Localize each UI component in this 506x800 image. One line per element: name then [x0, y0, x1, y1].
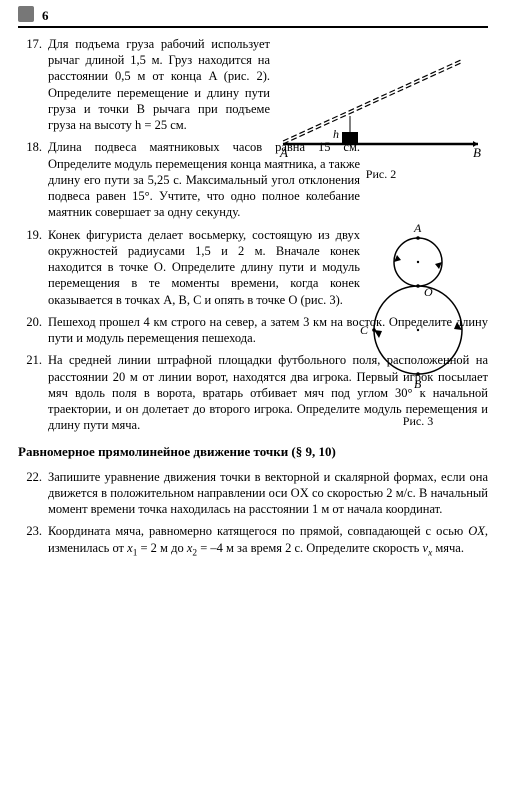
- label-B: B: [473, 145, 481, 159]
- problem-number: 23.: [18, 523, 48, 559]
- page-header: 6: [18, 8, 488, 28]
- label-C: C: [360, 323, 369, 337]
- label-A: A: [413, 221, 422, 235]
- section-heading: Равномерное прямолинейное движение точки…: [18, 444, 488, 461]
- problem-text: Запишите уравнение движения точки в вект…: [48, 469, 488, 518]
- problem-number: 18.: [18, 139, 48, 220]
- figure-3: A O C B Рис. 3: [358, 218, 478, 428]
- label-B: B: [414, 377, 422, 391]
- page-icon: [18, 6, 34, 22]
- figure-3-caption: Рис. 3: [358, 414, 478, 430]
- figure-eight-diagram: A O C B: [358, 218, 478, 408]
- problem-23: 23. Координата мяча, равномерно катящего…: [18, 523, 488, 559]
- lever-diagram: h A B: [278, 44, 484, 159]
- label-h: h: [333, 127, 339, 141]
- figure-2: h A B Рис. 2: [278, 44, 484, 174]
- label-A: A: [279, 145, 288, 159]
- problem-number: 17.: [18, 36, 48, 134]
- problem-number: 22.: [18, 469, 48, 518]
- problem-text: Координата мяча, равномерно катящегося п…: [48, 523, 488, 559]
- label-O: O: [424, 285, 433, 299]
- problem-number: 20.: [18, 314, 48, 347]
- problem-22: 22. Запишите уравнение движения точки в …: [18, 469, 488, 518]
- figure-2-caption: Рис. 2: [278, 167, 484, 183]
- page-number: 6: [42, 8, 49, 23]
- problem-number: 21.: [18, 352, 48, 433]
- problem-number: 19.: [18, 227, 48, 308]
